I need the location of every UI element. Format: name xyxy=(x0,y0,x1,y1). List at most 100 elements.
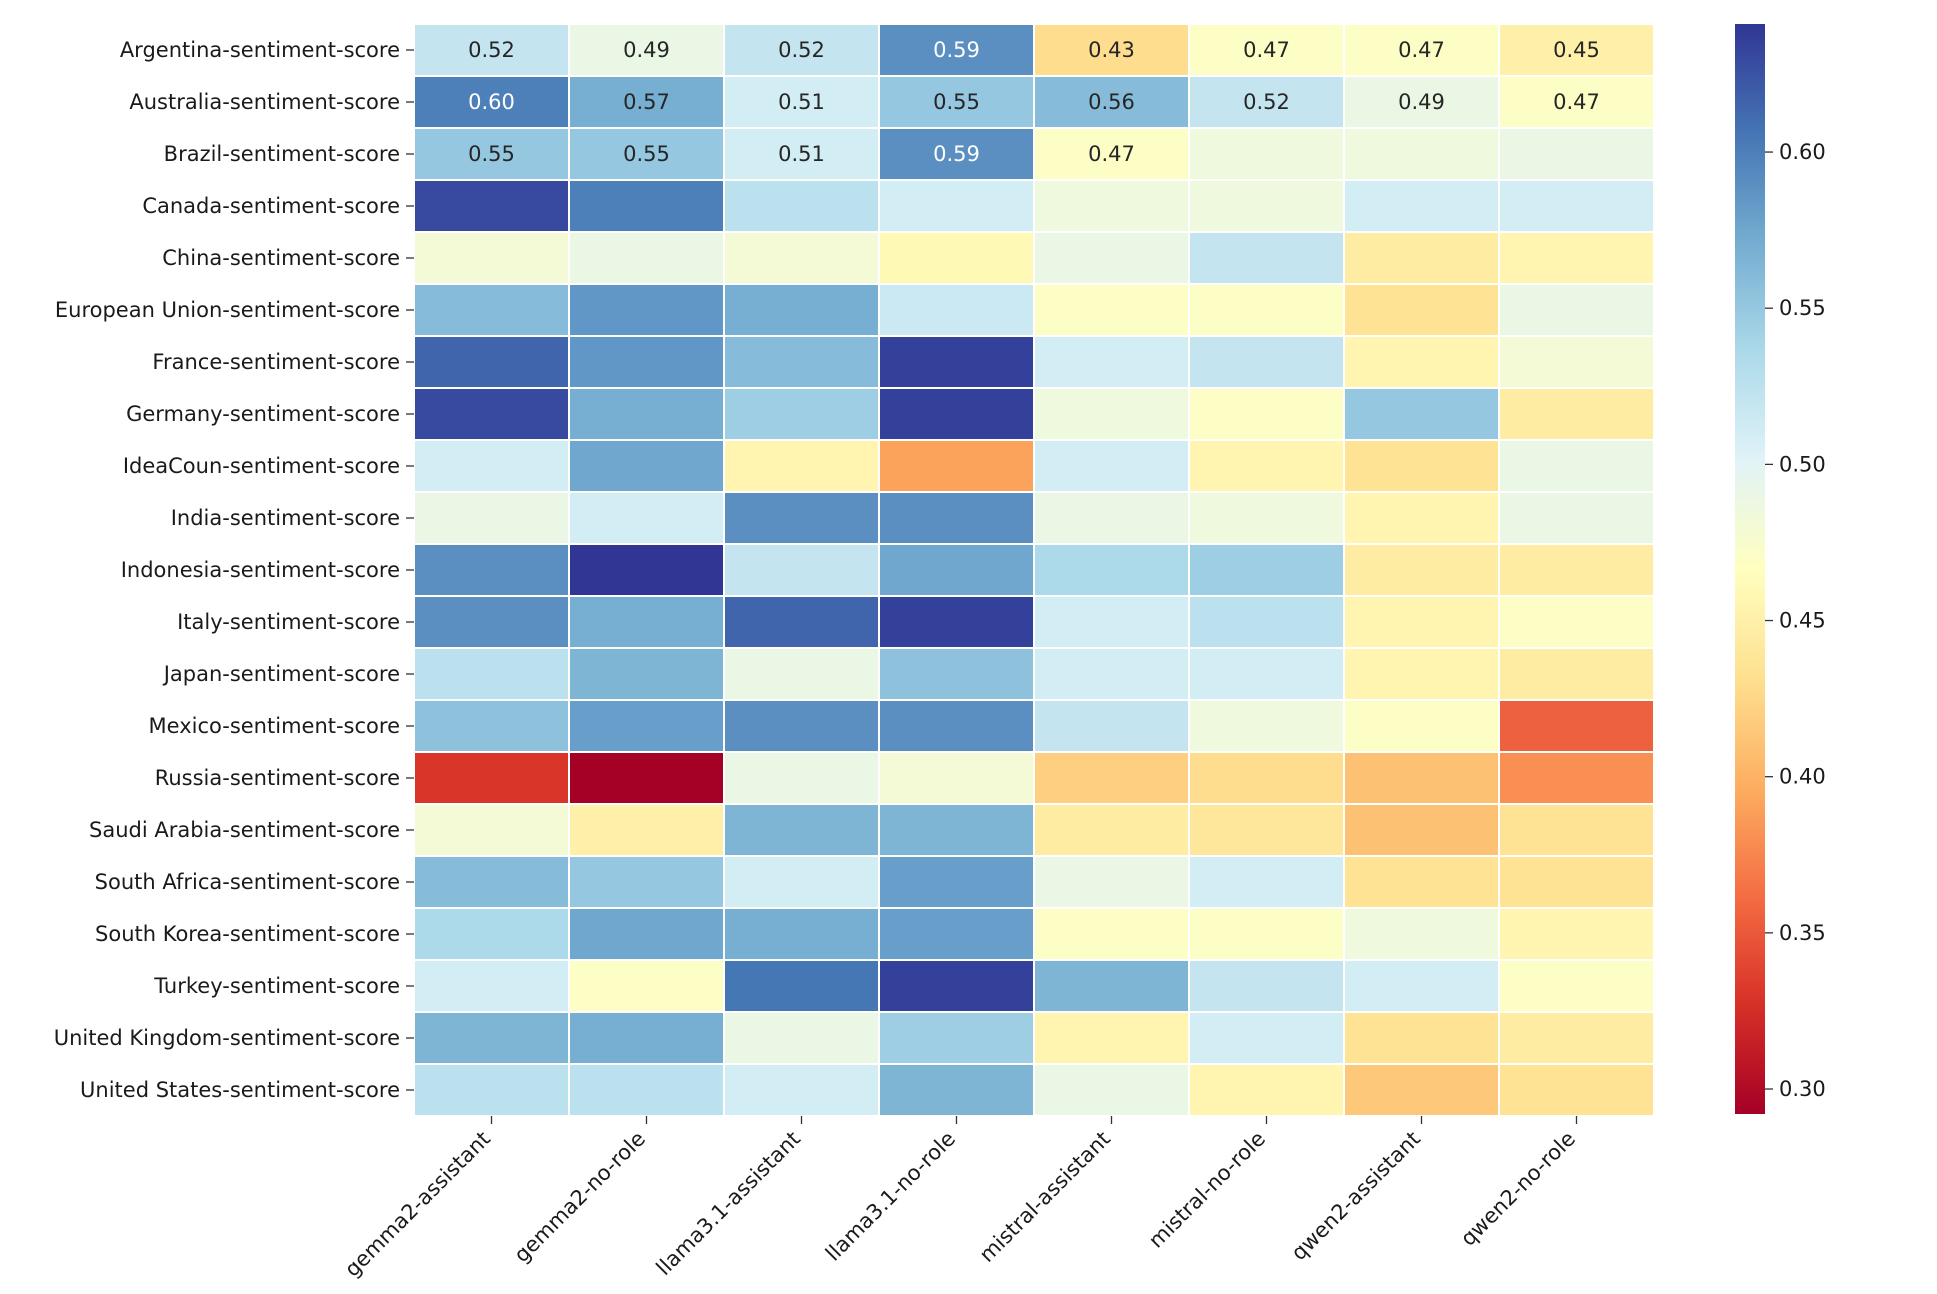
row-label: Germany-sentiment-score xyxy=(126,402,400,426)
heatmap-cell xyxy=(1190,909,1343,959)
heatmap-cell xyxy=(1345,441,1498,491)
heatmap-cell xyxy=(1345,961,1498,1011)
cell-annotation: 0.43 xyxy=(1088,38,1135,62)
heatmap-cell xyxy=(1345,753,1498,803)
heatmap-cell xyxy=(725,649,878,699)
heatmap-cell xyxy=(1500,701,1653,751)
heatmap-cell xyxy=(1190,337,1343,387)
heatmap-cell xyxy=(570,1013,723,1063)
cell-annotation: 0.45 xyxy=(1553,38,1600,62)
heatmap-cell xyxy=(1190,181,1343,231)
heatmap-cell xyxy=(725,961,878,1011)
heatmap-cell xyxy=(880,597,1033,647)
cell-annotation: 0.47 xyxy=(1553,90,1600,114)
heatmap-cell xyxy=(1500,233,1653,283)
heatmap-cell xyxy=(1035,753,1188,803)
heatmap-cell xyxy=(1500,389,1653,439)
heatmap-cell xyxy=(1500,285,1653,335)
colorbar-tick-label: 0.60 xyxy=(1779,140,1826,164)
heatmap-cell xyxy=(1500,25,1653,75)
heatmap-cell xyxy=(1500,805,1653,855)
column-label: mistral-assistant xyxy=(975,1127,1115,1267)
heatmap-cell xyxy=(415,389,568,439)
row-label: France-sentiment-score xyxy=(152,350,400,374)
heatmap-cell xyxy=(415,233,568,283)
column-label: gemma2-no-role xyxy=(509,1127,650,1268)
heatmap-cell xyxy=(1190,285,1343,335)
cell-annotation: 0.55 xyxy=(933,90,980,114)
heatmap-cell xyxy=(1035,129,1188,179)
row-label: Saudi Arabia-sentiment-score xyxy=(89,818,400,842)
heatmap-cell xyxy=(725,857,878,907)
heatmap-cell xyxy=(415,805,568,855)
heatmap-cell xyxy=(1035,857,1188,907)
heatmap-cell xyxy=(570,1065,723,1115)
heatmap-cell xyxy=(570,597,723,647)
heatmap-cell xyxy=(570,909,723,959)
heatmap-cell xyxy=(1500,909,1653,959)
heatmap-cell xyxy=(725,753,878,803)
heatmap-cell xyxy=(415,753,568,803)
heatmap-cell xyxy=(1500,753,1653,803)
row-label: India-sentiment-score xyxy=(171,506,400,530)
heatmap-cell xyxy=(1035,337,1188,387)
heatmap-cell xyxy=(880,389,1033,439)
heatmap-cell xyxy=(880,1065,1033,1115)
heatmap-cell xyxy=(1345,25,1498,75)
heatmap-cell xyxy=(1035,649,1188,699)
heatmap-cell xyxy=(415,441,568,491)
cell-annotation: 0.51 xyxy=(778,90,825,114)
cell-annotation: 0.47 xyxy=(1088,142,1135,166)
heatmap-cell xyxy=(570,545,723,595)
column-label: gemma2-assistant xyxy=(340,1127,495,1282)
heatmap-cell xyxy=(415,701,568,751)
heatmap-cell xyxy=(880,1013,1033,1063)
heatmap-cell xyxy=(570,77,723,127)
heatmap-cell xyxy=(880,753,1033,803)
heatmap-cell xyxy=(1345,649,1498,699)
heatmap-cell xyxy=(1190,493,1343,543)
heatmap-cell xyxy=(1035,25,1188,75)
heatmap-cell xyxy=(1035,441,1188,491)
heatmap-cell xyxy=(725,77,878,127)
heatmap-cell xyxy=(725,545,878,595)
heatmap-cell xyxy=(415,77,568,127)
heatmap-cell xyxy=(725,597,878,647)
cell-annotation: 0.59 xyxy=(933,38,980,62)
cell-annotation: 0.55 xyxy=(623,142,670,166)
row-label: United States-sentiment-score xyxy=(80,1078,400,1102)
heatmap-cell xyxy=(1190,389,1343,439)
heatmap-cell xyxy=(570,389,723,439)
cell-annotation: 0.47 xyxy=(1398,38,1445,62)
heatmap-cell xyxy=(570,701,723,751)
heatmap-cell xyxy=(880,493,1033,543)
heatmap-cell xyxy=(725,441,878,491)
heatmap-cell xyxy=(1500,649,1653,699)
heatmap-cell xyxy=(1345,181,1498,231)
colorbar-gradient xyxy=(1735,24,1765,1114)
heatmap-cell xyxy=(1345,233,1498,283)
heatmap-cell xyxy=(1500,857,1653,907)
cell-annotation: 0.55 xyxy=(468,142,515,166)
heatmap-cell xyxy=(1500,961,1653,1011)
heatmap-cell xyxy=(1500,493,1653,543)
cell-annotation: 0.49 xyxy=(623,38,670,62)
heatmap-cell xyxy=(1345,597,1498,647)
row-label: Canada-sentiment-score xyxy=(142,194,400,218)
heatmap-cell xyxy=(570,441,723,491)
heatmap-cell xyxy=(880,701,1033,751)
heatmap-cell xyxy=(1190,597,1343,647)
heatmap-cell xyxy=(725,129,878,179)
heatmap-cell xyxy=(570,493,723,543)
heatmap-cell xyxy=(570,961,723,1011)
heatmap-cell xyxy=(415,337,568,387)
heatmap-cell xyxy=(1345,1013,1498,1063)
column-label: mistral-no-role xyxy=(1144,1127,1270,1253)
heatmap-cell xyxy=(1035,181,1188,231)
row-label: South Korea-sentiment-score xyxy=(95,922,400,946)
heatmap-cell xyxy=(880,77,1033,127)
row-label: United Kingdom-sentiment-score xyxy=(54,1026,400,1050)
heatmap-cell xyxy=(725,805,878,855)
heatmap-cell xyxy=(1035,961,1188,1011)
heatmap-cell xyxy=(415,961,568,1011)
